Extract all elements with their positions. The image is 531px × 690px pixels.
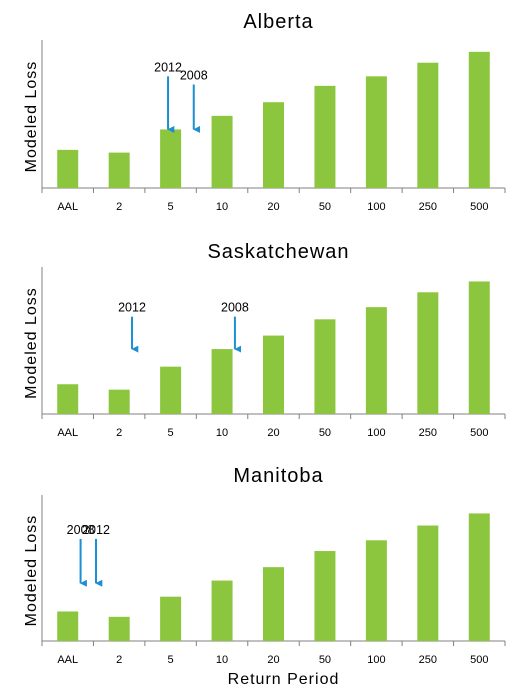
bar-20 bbox=[263, 335, 284, 414]
x-tick-label: 20 bbox=[267, 654, 279, 666]
annotation-label-2008: 2008 bbox=[180, 68, 208, 82]
annotation-label-2008: 2008 bbox=[221, 301, 249, 315]
chart-panel-1: Alberta Modeled Loss AAL 2 5 10 20 50 100 250 500 2… bbox=[23, 11, 506, 213]
bar-20 bbox=[263, 567, 284, 641]
bar-AAL bbox=[57, 611, 79, 641]
x-tick-label: 2 bbox=[116, 427, 122, 439]
x-tick-label: 500 bbox=[470, 201, 488, 213]
x-tick-label: 20 bbox=[267, 427, 279, 439]
x-tick-label: 50 bbox=[319, 427, 331, 439]
x-tick-label: 10 bbox=[216, 654, 228, 666]
annotation-label-2012: 2012 bbox=[82, 523, 110, 537]
chart-title: Saskatchewan bbox=[207, 241, 349, 263]
x-tick-label: 250 bbox=[419, 654, 437, 666]
bar-50 bbox=[314, 319, 336, 414]
bar-250 bbox=[417, 525, 439, 641]
bar-5 bbox=[160, 129, 182, 188]
bar-500 bbox=[468, 51, 490, 188]
x-tick-label: 250 bbox=[419, 427, 437, 439]
bar-2 bbox=[108, 389, 130, 414]
bar-100 bbox=[365, 307, 387, 414]
x-tick-label: 500 bbox=[470, 654, 488, 666]
chart-title: Alberta bbox=[243, 11, 313, 33]
x-tick-label: 50 bbox=[319, 654, 331, 666]
x-tick-label: 10 bbox=[216, 427, 228, 439]
x-axis-label: Return Period bbox=[228, 671, 340, 688]
bar-10 bbox=[211, 115, 233, 188]
bar-500 bbox=[468, 281, 490, 414]
bar-500 bbox=[468, 513, 490, 641]
x-tick-label: 2 bbox=[116, 201, 122, 213]
x-tick-label: 500 bbox=[470, 427, 488, 439]
x-tick-label: 10 bbox=[216, 201, 228, 213]
x-tick-label: 50 bbox=[319, 201, 331, 213]
chart-panel-2: Saskatchewan Modeled Loss AAL 2 5 10 20 50 100 25… bbox=[23, 241, 506, 439]
bar-2 bbox=[108, 616, 130, 641]
x-tick-label: 5 bbox=[168, 201, 174, 213]
x-tick-label: 100 bbox=[367, 201, 385, 213]
x-tick-label: AAL bbox=[57, 201, 78, 213]
annotation-label-2008: 2008 bbox=[67, 523, 95, 537]
bar-5 bbox=[160, 366, 182, 414]
bar-10 bbox=[211, 349, 233, 414]
bar-50 bbox=[314, 551, 336, 641]
x-tick-label: AAL bbox=[57, 427, 78, 439]
chart-panel-3: Manitoba Modeled Loss AAL 2 5 10 20 50 100 250 500… bbox=[23, 465, 506, 666]
bar-AAL bbox=[57, 384, 79, 414]
bar-AAL bbox=[57, 149, 79, 188]
bar-10 bbox=[211, 580, 233, 641]
y-axis-label: Modeled Loss bbox=[23, 287, 40, 399]
x-tick-label: 100 bbox=[367, 427, 385, 439]
bar-100 bbox=[365, 540, 387, 641]
x-tick-label: 20 bbox=[267, 201, 279, 213]
x-tick-label: 2 bbox=[116, 654, 122, 666]
bar-50 bbox=[314, 85, 336, 188]
chart-title: Manitoba bbox=[233, 465, 323, 487]
bar-20 bbox=[263, 102, 284, 188]
annotation-label-2012: 2012 bbox=[118, 301, 146, 315]
x-tick-label: 100 bbox=[367, 654, 385, 666]
annotation-label-2012: 2012 bbox=[154, 60, 182, 74]
x-tick-label: 5 bbox=[168, 427, 174, 439]
y-axis-label: Modeled Loss bbox=[23, 61, 40, 173]
bar-250 bbox=[417, 62, 439, 189]
x-tick-label: 250 bbox=[419, 201, 437, 213]
bar-100 bbox=[365, 76, 387, 188]
y-axis-label: Modeled Loss bbox=[23, 515, 40, 627]
x-tick-label: 5 bbox=[168, 654, 174, 666]
bar-2 bbox=[108, 152, 130, 188]
bar-5 bbox=[160, 596, 182, 641]
bar-250 bbox=[417, 292, 439, 414]
x-tick-label: AAL bbox=[57, 654, 78, 666]
